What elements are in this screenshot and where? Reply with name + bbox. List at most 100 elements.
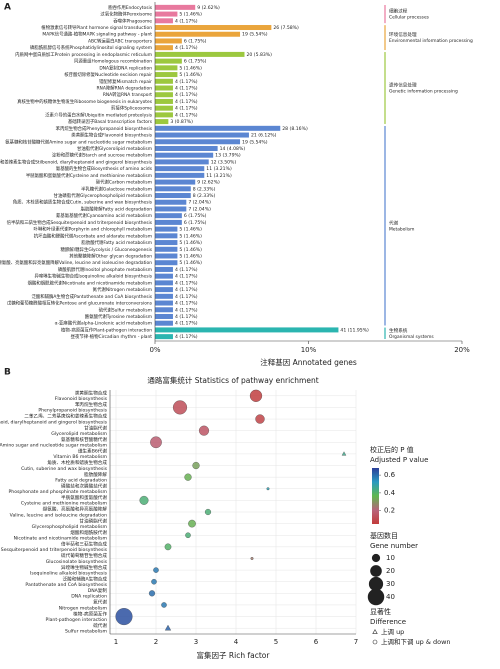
size-legend-label: 10	[386, 554, 395, 562]
marker-circle	[184, 473, 192, 481]
value-label: 9 (2.62%)	[197, 180, 220, 186]
value-label: 4 (1.17%)	[175, 287, 198, 293]
marker-triangle	[341, 451, 347, 456]
colorbar-tick-label: 0.4	[384, 489, 396, 497]
category-label: 缬氨酸、亮氨酸和异亮氨酸降解	[43, 506, 108, 513]
bar	[155, 320, 173, 326]
bar	[155, 313, 173, 319]
category-label-en: Glycerophospholipid metabolism	[32, 524, 108, 530]
category-label: 维生素B6代谢	[78, 448, 107, 455]
category-label: RNA降解RNA degradation	[96, 85, 152, 92]
marker-circle	[151, 578, 157, 585]
category-label: 氮代谢	[93, 599, 107, 606]
category-label: 淀粉和蔗糖代谢Starch and sucrose metabolism	[52, 152, 152, 159]
category-label: 酪氨酸代谢Tyrosine metabolism	[85, 313, 152, 320]
category-label: 磷脂酰肌醇信号系统Phosphatidylinositol signaling …	[30, 44, 152, 51]
category-label: 泛酸和辅酶A生物合成Pantothenate and CoA biosynthe…	[31, 293, 152, 300]
category-label: ABC转运蛋白ABC transporters	[88, 37, 153, 44]
value-label: 3 (0.87%)	[170, 119, 193, 125]
shape-legend-label: 上调 up	[381, 627, 404, 636]
bar	[155, 179, 196, 185]
bar	[155, 280, 173, 286]
value-label: 9 (2.62%)	[197, 5, 220, 11]
category-label-en: Amino sugar and nucleotide sugar metabol…	[0, 443, 108, 449]
bar	[155, 25, 272, 31]
marker-triangle	[164, 624, 172, 631]
category-label: 角质、木栓质和蜡质生物合成Cutin, suberine and wax bio…	[13, 199, 153, 206]
x-tick-label: 0%	[149, 346, 160, 354]
bar	[155, 166, 205, 172]
value-label: 4 (1.17%)	[175, 79, 198, 85]
marker-circle	[161, 602, 167, 608]
bar	[155, 186, 191, 192]
category-label: 内质网中蛋白质加工Protein processing in endoplasm…	[15, 51, 152, 58]
bar	[155, 266, 173, 272]
category-label: 错配修复Mismatch repair	[99, 78, 152, 85]
bar	[155, 199, 187, 205]
category-label: 异喹啉生物碱生物合成Isoquinoline alkaloid biosynth…	[35, 273, 153, 280]
value-label: 4 (1.17%)	[175, 294, 198, 300]
x-tick-label: 4	[234, 638, 239, 646]
value-label: 5 (1.46%)	[179, 65, 202, 71]
x-axis-title: 注释基因 Annotated genes	[260, 357, 357, 367]
bar	[155, 145, 218, 151]
marker-circle	[139, 495, 149, 505]
value-label: 13 (3.79%)	[215, 153, 241, 159]
category-label: 苯丙烷生物合成	[75, 401, 108, 408]
colorbar-tick-label: 0.2	[384, 507, 395, 515]
category-label: 基础转录因子Basal transcription factors	[68, 118, 153, 125]
bar	[155, 226, 178, 232]
value-label: 5 (1.46%)	[179, 247, 202, 253]
value-label: 7 (2.04%)	[188, 200, 211, 206]
value-label: 6 (1.75%)	[184, 59, 207, 65]
value-label: 12 (3.50%)	[211, 159, 237, 165]
value-label: 4 (1.17%)	[175, 301, 198, 307]
category-label-en: DNA replication	[71, 594, 107, 600]
size-legend-marker	[371, 553, 381, 563]
bar	[155, 125, 281, 131]
marker-circle	[115, 608, 133, 626]
category-label-en: Fatty acid degradation	[55, 477, 107, 483]
bar	[155, 58, 182, 64]
bar	[155, 260, 178, 266]
category-label: 烟酸和烟酰胺代谢Nicotinate and nicotinamide meta…	[28, 279, 152, 286]
category-label: DNA复制DNA replication	[99, 64, 152, 71]
size-legend-title: 基因数目	[370, 531, 398, 540]
category-label-en: Glucosinolate biosynthesis	[46, 559, 108, 565]
category-label-en: Phosphonate and phosphinate metabolism	[9, 489, 108, 495]
marker-circle	[172, 400, 188, 415]
category-label: 类黄酮生物合成Flavonoid biosynthesis	[71, 132, 152, 139]
value-label: 19 (5.54%)	[242, 139, 268, 145]
group-name: 代谢	[389, 219, 399, 226]
x-tick-label: 1	[114, 638, 118, 646]
x-tick-label: 2	[154, 638, 158, 646]
bar	[155, 78, 173, 84]
category-label: 烟酸和烟酰胺代谢	[70, 529, 107, 536]
category-label: 半胱氨酸和蛋氨酸代谢Cysteine and methionine metabo…	[26, 172, 152, 179]
category-label: 植物-病原菌互作	[73, 610, 107, 617]
bar	[155, 246, 178, 252]
category-label-en: Nitrogen metabolism	[59, 605, 108, 611]
category-label: 真核生物中的核糖体生物发生Ribosome biogenesis in euka…	[17, 98, 153, 105]
bar	[155, 45, 173, 51]
category-label: 磷酸肌醇代谢Inositol phosphate metabolism	[58, 266, 152, 273]
value-label: 14 (4.08%)	[220, 146, 246, 152]
x-tick-label: 20%	[454, 346, 470, 354]
category-label: 碳代谢Carbon metabolism	[96, 179, 152, 186]
category-label: 脂肪酸降解	[84, 471, 107, 478]
bar	[155, 273, 173, 279]
value-label: 5 (1.46%)	[179, 233, 202, 239]
size-legend-label: 20	[386, 567, 395, 575]
bar	[155, 112, 173, 118]
category-label-en: Flavonoid biosynthesis	[55, 396, 108, 402]
value-label: 6 (1.75%)	[184, 38, 207, 44]
x-axis-title: 富集因子 Rich factor	[197, 650, 271, 660]
chart-title: 通路富集统计 Statistics of pathway enrichment	[147, 375, 318, 385]
category-label: 昼夜节律-植物Circadian rhythm - plant	[71, 333, 153, 340]
value-label: 4 (1.17%)	[175, 99, 198, 105]
category-label: 脂肪酸降解Fatty acid degradation	[81, 205, 153, 212]
category-label: 硫代葡萄糖苷生物合成	[61, 552, 107, 559]
group-name-en: Metabolism	[389, 226, 414, 232]
marker-triangle	[372, 628, 378, 634]
